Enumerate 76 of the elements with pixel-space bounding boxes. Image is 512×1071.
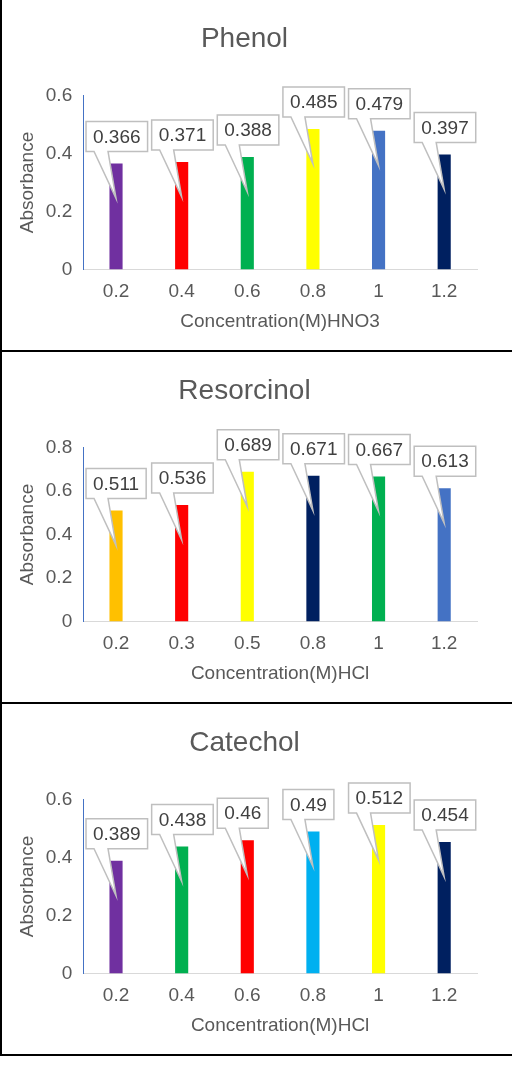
data-label: 0.454 (421, 804, 470, 826)
x-tick-label: 0.2 (102, 632, 130, 654)
bar (109, 163, 123, 270)
y-tick-label: 0 (61, 257, 73, 279)
data-label: 0.371 (158, 124, 207, 146)
data-label: 0.511 (93, 472, 140, 494)
x-tick-label: 0.8 (299, 632, 327, 654)
y-tick-label: 0.8 (45, 435, 73, 457)
x-tick-label: 0.6 (234, 280, 261, 302)
x-tick-label: 1 (373, 280, 384, 302)
bar (371, 476, 386, 622)
data-label: 0.667 (355, 438, 404, 460)
x-axis-title: Concentration(M)HCl (190, 661, 370, 683)
y-axis-title: Absorbance (15, 131, 37, 234)
x-tick-label: 0.4 (168, 280, 196, 302)
y-tick-label: 0.4 (45, 845, 73, 867)
bar (437, 841, 451, 974)
y-tick-label: 0.4 (45, 522, 73, 544)
data-label: 0.397 (421, 116, 469, 138)
bar (240, 840, 254, 974)
bar (371, 825, 386, 974)
x-tick-label: 1 (373, 632, 384, 654)
data-label: 0.689 (224, 433, 272, 455)
y-tick-label: 0.6 (45, 479, 73, 501)
bar (175, 846, 189, 974)
data-label: 0.512 (355, 787, 404, 809)
x-axis-title: Concentration(M)HNO3 (180, 309, 380, 331)
x-tick-label: 0.6 (234, 984, 261, 1006)
x-tick-label: 0.2 (102, 984, 130, 1006)
chart-title: Phenol (200, 21, 289, 53)
x-tick-label: 0.4 (168, 984, 196, 1006)
bar (175, 504, 189, 622)
data-label: 0.438 (158, 808, 207, 830)
bar (306, 475, 320, 622)
y-tick-label: 0 (61, 961, 73, 983)
bar (306, 128, 320, 270)
chart-title: Catechol (189, 725, 300, 757)
bar (175, 161, 189, 270)
bar (371, 130, 386, 270)
data-label: 0.671 (289, 437, 338, 459)
y-tick-label: 0.2 (45, 199, 73, 221)
x-tick-label: 0.8 (299, 984, 327, 1006)
data-label: 0.46 (224, 802, 262, 824)
x-tick-label: 1.2 (430, 984, 458, 1006)
y-tick-label: 0 (61, 609, 73, 631)
bar (109, 510, 123, 622)
x-axis-title: Concentration(M)HCl (190, 1013, 370, 1035)
x-tick-label: 0.8 (299, 280, 327, 302)
x-tick-label: 0.5 (234, 632, 261, 654)
y-axis-title: Absorbance (15, 835, 37, 938)
y-tick-label: 0.6 (45, 787, 73, 809)
data-label: 0.479 (355, 92, 404, 114)
bar (109, 860, 123, 974)
data-label: 0.389 (93, 822, 141, 844)
y-tick-label: 0.2 (45, 903, 73, 925)
y-tick-label: 0.4 (45, 141, 73, 163)
bar (437, 488, 451, 622)
x-tick-label: 1.2 (430, 280, 458, 302)
x-tick-label: 1 (373, 984, 384, 1006)
x-tick-label: 1.2 (430, 632, 458, 654)
bar (306, 831, 320, 974)
data-label: 0.536 (158, 467, 207, 489)
data-label: 0.485 (289, 91, 338, 113)
y-tick-label: 0.6 (45, 83, 73, 105)
data-label: 0.388 (224, 119, 272, 141)
y-axis-title: Absorbance (15, 483, 37, 586)
bar (240, 471, 254, 622)
data-label: 0.613 (421, 450, 469, 472)
y-tick-label: 0.2 (45, 566, 73, 588)
bar (437, 154, 451, 270)
x-tick-label: 0.2 (102, 280, 130, 302)
data-label: 0.49 (289, 793, 327, 815)
chart-title: Resorcinol (178, 373, 311, 405)
bar (240, 157, 254, 270)
data-label: 0.366 (93, 125, 141, 147)
x-tick-label: 0.3 (168, 632, 195, 654)
